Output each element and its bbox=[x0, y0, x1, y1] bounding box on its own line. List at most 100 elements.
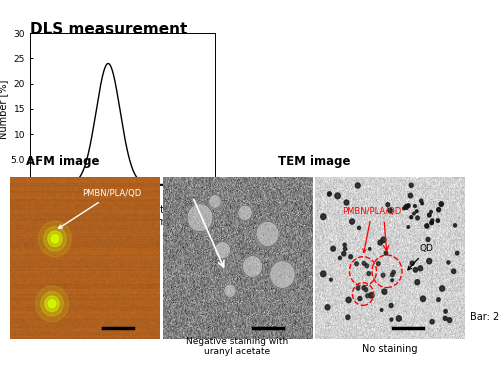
Circle shape bbox=[270, 261, 295, 288]
Circle shape bbox=[362, 261, 366, 265]
Circle shape bbox=[416, 210, 418, 213]
Circle shape bbox=[365, 264, 368, 268]
Circle shape bbox=[426, 237, 430, 241]
Circle shape bbox=[328, 193, 330, 196]
Circle shape bbox=[454, 224, 456, 227]
Circle shape bbox=[350, 219, 354, 224]
Circle shape bbox=[214, 242, 230, 259]
Circle shape bbox=[52, 235, 59, 243]
Circle shape bbox=[440, 286, 444, 291]
Circle shape bbox=[187, 204, 213, 232]
Circle shape bbox=[320, 214, 326, 220]
X-axis label: Hydrodynamic diameter  of
PMBN/PLA/QD [nm]: Hydrodynamic diameter of PMBN/PLA/QD [nm… bbox=[56, 204, 189, 226]
Circle shape bbox=[384, 251, 388, 255]
Circle shape bbox=[224, 284, 236, 297]
Circle shape bbox=[344, 200, 349, 205]
Circle shape bbox=[448, 318, 452, 323]
Circle shape bbox=[48, 231, 62, 246]
Circle shape bbox=[45, 296, 59, 311]
Circle shape bbox=[410, 261, 414, 265]
Circle shape bbox=[430, 320, 434, 324]
Circle shape bbox=[391, 279, 394, 282]
Circle shape bbox=[335, 193, 340, 199]
Circle shape bbox=[416, 216, 420, 220]
Circle shape bbox=[331, 246, 336, 251]
Circle shape bbox=[430, 210, 432, 213]
Text: PMBN/PLA/QD: PMBN/PLA/QD bbox=[342, 207, 402, 252]
Circle shape bbox=[414, 268, 418, 272]
Circle shape bbox=[420, 296, 426, 301]
Circle shape bbox=[325, 305, 330, 310]
Circle shape bbox=[436, 219, 440, 223]
Circle shape bbox=[349, 255, 352, 259]
Y-axis label: Number [%]: Number [%] bbox=[0, 79, 8, 138]
Circle shape bbox=[328, 192, 332, 196]
Circle shape bbox=[320, 271, 326, 277]
Circle shape bbox=[369, 293, 374, 298]
Circle shape bbox=[410, 183, 413, 187]
Circle shape bbox=[366, 294, 370, 298]
Circle shape bbox=[330, 278, 332, 281]
Text: No staining: No staining bbox=[362, 344, 418, 354]
Circle shape bbox=[437, 298, 440, 301]
Circle shape bbox=[364, 288, 368, 292]
Text: DLS measurement: DLS measurement bbox=[30, 22, 188, 37]
Circle shape bbox=[426, 258, 432, 264]
Text: TEM image: TEM image bbox=[278, 155, 350, 168]
Circle shape bbox=[428, 213, 431, 217]
Circle shape bbox=[388, 208, 392, 213]
Circle shape bbox=[367, 272, 370, 276]
Circle shape bbox=[414, 204, 416, 207]
Circle shape bbox=[48, 300, 56, 308]
Circle shape bbox=[358, 296, 362, 301]
Text: PMBN/PLA/QD: PMBN/PLA/QD bbox=[58, 189, 142, 228]
Circle shape bbox=[344, 247, 347, 251]
Circle shape bbox=[343, 243, 346, 246]
Circle shape bbox=[381, 237, 386, 242]
Circle shape bbox=[421, 202, 424, 205]
Circle shape bbox=[354, 262, 358, 266]
Circle shape bbox=[452, 269, 456, 273]
Circle shape bbox=[425, 224, 429, 228]
Circle shape bbox=[406, 204, 410, 207]
Circle shape bbox=[439, 202, 444, 206]
Circle shape bbox=[410, 215, 412, 219]
Circle shape bbox=[38, 221, 72, 257]
Circle shape bbox=[208, 195, 222, 208]
Circle shape bbox=[420, 199, 423, 203]
Circle shape bbox=[396, 316, 402, 321]
Circle shape bbox=[402, 207, 405, 210]
Circle shape bbox=[386, 203, 390, 207]
Circle shape bbox=[36, 286, 68, 322]
Circle shape bbox=[380, 308, 383, 311]
Circle shape bbox=[430, 221, 434, 224]
Circle shape bbox=[356, 286, 360, 290]
Circle shape bbox=[407, 226, 410, 228]
Circle shape bbox=[338, 256, 342, 259]
Circle shape bbox=[238, 205, 252, 221]
Circle shape bbox=[41, 292, 64, 316]
Circle shape bbox=[256, 221, 279, 246]
Circle shape bbox=[444, 310, 447, 313]
Circle shape bbox=[342, 252, 346, 256]
Circle shape bbox=[392, 270, 396, 274]
Text: Negative staining with
uranyl acetate: Negative staining with uranyl acetate bbox=[186, 337, 288, 356]
Text: Bar: 20 nm: Bar: 20 nm bbox=[470, 312, 500, 323]
Circle shape bbox=[436, 208, 440, 212]
Circle shape bbox=[376, 262, 380, 266]
Circle shape bbox=[358, 226, 360, 230]
Circle shape bbox=[418, 266, 422, 271]
Circle shape bbox=[346, 297, 351, 303]
Circle shape bbox=[444, 316, 447, 320]
Circle shape bbox=[404, 205, 408, 209]
Circle shape bbox=[431, 219, 434, 222]
Circle shape bbox=[415, 280, 420, 285]
Circle shape bbox=[430, 221, 433, 224]
Circle shape bbox=[390, 273, 394, 277]
Circle shape bbox=[447, 261, 450, 264]
Circle shape bbox=[389, 303, 393, 308]
Circle shape bbox=[44, 227, 66, 251]
Circle shape bbox=[382, 289, 387, 294]
Circle shape bbox=[346, 315, 350, 320]
Text: AFM image: AFM image bbox=[26, 155, 99, 168]
